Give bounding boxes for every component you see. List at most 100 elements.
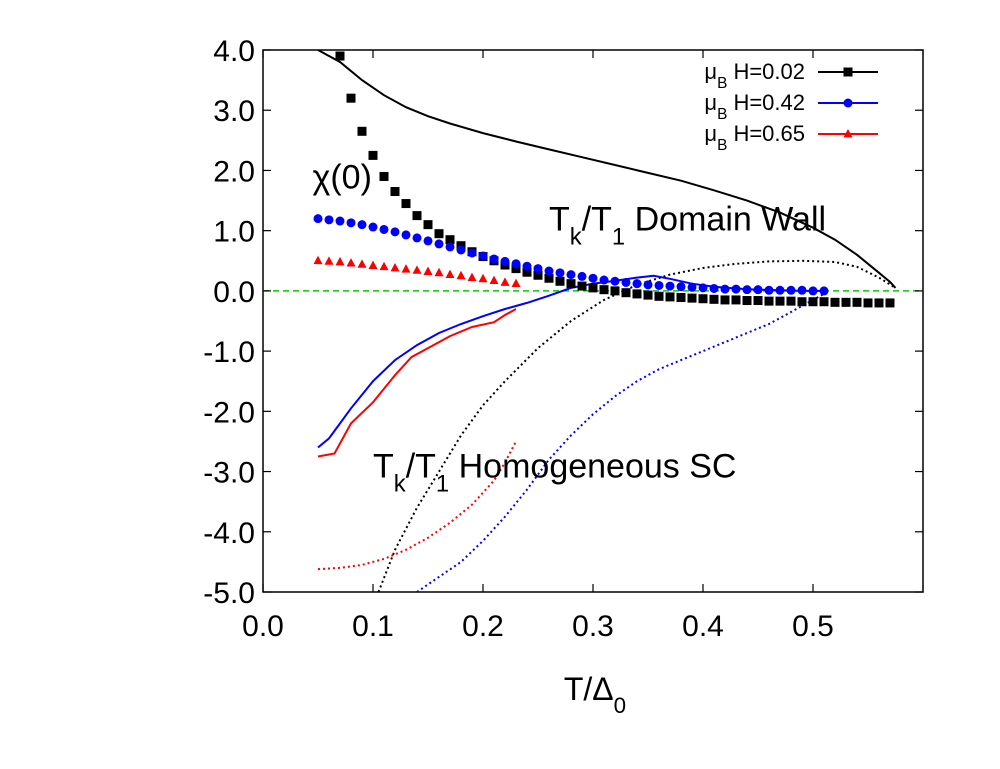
chi-point-0 xyxy=(621,288,631,298)
chi-point-1 xyxy=(621,277,631,287)
y-tick-label: 3.0 xyxy=(213,95,255,128)
x-tick-label: 0.4 xyxy=(682,610,724,643)
chi-point-1 xyxy=(709,283,719,293)
chi-point-1 xyxy=(643,280,653,290)
chi-point-0 xyxy=(632,289,642,299)
chi-point-2 xyxy=(412,265,422,274)
y-tick-label: 2.0 xyxy=(213,155,255,188)
domain-wall-curve-2 xyxy=(317,308,517,458)
chi-point-1 xyxy=(346,218,356,228)
chi-point-1 xyxy=(445,242,455,252)
x-tick-label: 0.3 xyxy=(572,610,614,643)
chi-point-0 xyxy=(412,211,422,221)
chi-point-2 xyxy=(368,260,378,269)
legend-marker-2 xyxy=(843,128,853,138)
chi-point-0 xyxy=(786,296,796,306)
chi-point-1 xyxy=(500,256,510,266)
y-tick-label: -3.0 xyxy=(203,457,255,490)
chi-point-1 xyxy=(753,285,763,295)
chi-point-1 xyxy=(412,233,422,243)
chi-point-0 xyxy=(599,285,609,295)
legend-label-h065: μB H=0.65 xyxy=(704,121,805,154)
chi-point-0 xyxy=(753,296,763,306)
y-tick-label: 4.0 xyxy=(213,35,255,68)
chi-point-0 xyxy=(874,298,884,308)
chi-point-1 xyxy=(566,270,576,280)
chi-point-0 xyxy=(346,93,356,103)
y-tick-label: -4.0 xyxy=(203,517,255,550)
chi-point-1 xyxy=(456,245,466,255)
chi-point-1 xyxy=(423,236,433,246)
chi-point-0 xyxy=(610,286,620,296)
chi-point-0 xyxy=(555,276,565,286)
x-tick-label: 0.1 xyxy=(352,610,394,643)
chi-point-1 xyxy=(808,286,818,296)
chi-point-1 xyxy=(511,259,521,269)
chi-point-2 xyxy=(313,255,323,265)
chi-point-0 xyxy=(533,270,543,280)
chi-point-2 xyxy=(357,259,367,268)
x-tick-label: 0.5 xyxy=(792,610,834,643)
chi-point-1 xyxy=(676,282,686,292)
chi-point-0 xyxy=(775,296,785,306)
chi-point-0 xyxy=(643,290,653,300)
chi-point-0 xyxy=(720,295,730,305)
chi-point-0 xyxy=(577,281,587,291)
chi-point-1 xyxy=(819,286,829,296)
chi-point-2 xyxy=(335,256,345,266)
chi-point-1 xyxy=(313,214,323,224)
chi-point-0 xyxy=(357,126,367,136)
chi-point-1 xyxy=(555,268,565,278)
x-tick-label: 0.0 xyxy=(242,610,284,643)
chi-point-0 xyxy=(511,264,521,274)
chi-point-2 xyxy=(401,264,411,273)
legend: μB H=0.02 μB H=0.42 μB H=0.65 xyxy=(704,59,878,154)
chi-point-1 xyxy=(544,266,554,276)
chi-point-0 xyxy=(522,267,532,277)
legend-label-h042: μB H=0.42 xyxy=(704,90,805,123)
y-tick-label: -1.0 xyxy=(203,336,255,369)
chi-point-0 xyxy=(544,273,554,283)
chi-point-1 xyxy=(775,285,785,295)
chi-point-1 xyxy=(731,284,741,294)
y-tick-label: -2.0 xyxy=(203,396,255,429)
chi-point-0 xyxy=(687,293,697,303)
chi-point-2 xyxy=(390,262,400,272)
chi-point-1 xyxy=(797,285,807,295)
chi-point-0 xyxy=(841,297,851,307)
chi-point-0 xyxy=(764,296,774,306)
chi-point-1 xyxy=(357,220,367,230)
chi-point-1 xyxy=(324,215,334,225)
chi-point-1 xyxy=(764,285,774,295)
chi-point-2 xyxy=(489,275,499,285)
chi-point-0 xyxy=(588,283,598,293)
chi-point-0 xyxy=(401,199,411,209)
homogeneous-sc-curve-1 xyxy=(416,293,825,592)
curves xyxy=(317,50,897,592)
legend-marker-0 xyxy=(843,67,853,77)
chi-point-0 xyxy=(885,298,895,308)
chi-point-1 xyxy=(577,271,587,281)
chi-point-1 xyxy=(335,216,345,226)
chi-point-1 xyxy=(698,283,708,293)
chi-point-0 xyxy=(654,291,664,301)
chi-point-2 xyxy=(467,272,477,282)
homogeneous-sc-label: Tk/T1 Homogeneous SC xyxy=(373,448,736,498)
chi-point-1 xyxy=(786,285,796,295)
chi-point-0 xyxy=(830,297,840,307)
chi-point-1 xyxy=(533,264,543,274)
x-tick-label: 0.2 xyxy=(462,610,504,643)
chi-point-1 xyxy=(467,248,477,258)
chi-point-1 xyxy=(720,284,730,294)
chi-point-1 xyxy=(489,254,499,264)
chi-point-1 xyxy=(665,281,675,291)
chi-point-2 xyxy=(379,261,389,271)
chi-point-0 xyxy=(390,187,400,197)
chi-zero-label: χ(0) xyxy=(313,159,372,197)
chi-point-0 xyxy=(863,298,873,308)
markers xyxy=(313,51,895,308)
chi-point-1 xyxy=(478,251,488,261)
chi-point-1 xyxy=(588,273,598,283)
chi-point-1 xyxy=(687,282,697,292)
